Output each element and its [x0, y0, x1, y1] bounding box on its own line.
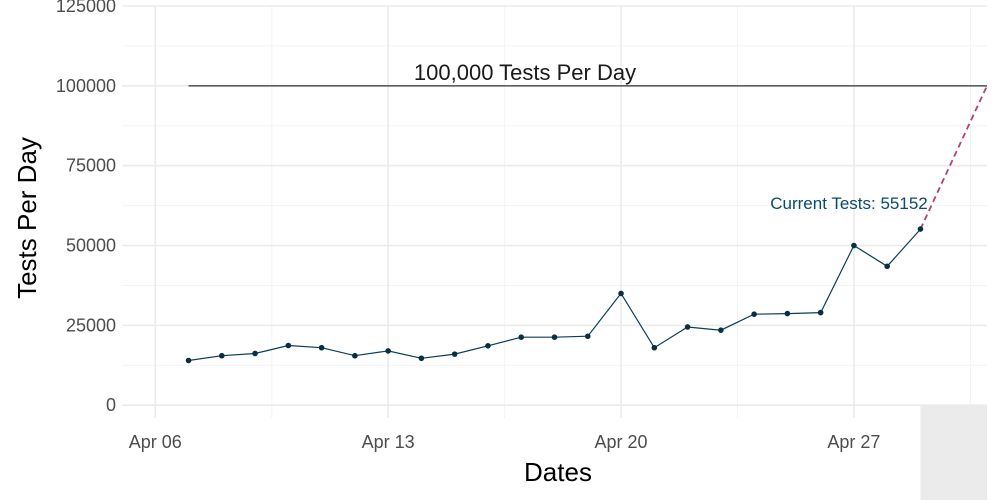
shaded-region-layer [920, 405, 987, 500]
x-tick-labels: Apr 06 Apr 13 Apr 20 Apr 27 [129, 432, 881, 452]
data-point [485, 343, 491, 349]
data-point [518, 334, 525, 340]
data-point [584, 333, 591, 340]
series-layer [188, 85, 988, 362]
data-point [784, 310, 791, 317]
data-point [451, 351, 458, 357]
data-point [352, 352, 358, 359]
data-point [651, 344, 658, 351]
data-point [185, 357, 192, 364]
y-tick-label: 0 [106, 395, 116, 415]
target-annotation: 100,000 Tests Per Day [414, 60, 636, 85]
y-tick-label: 75000 [66, 156, 116, 176]
y-tick-label: 125000 [56, 0, 116, 16]
y-tick-label: 50000 [66, 236, 116, 256]
data-point [418, 355, 425, 362]
data-point [618, 290, 624, 297]
data-point [851, 242, 857, 249]
current-tests-annotation: Current Tests: 55152 [770, 194, 928, 213]
y-tick-label: 100000 [56, 76, 116, 96]
data-point [385, 348, 391, 354]
y-axis-title: Tests Per Day [12, 137, 42, 299]
y-tick-label: 25000 [66, 315, 116, 335]
data-point [252, 350, 258, 357]
data-point [718, 327, 724, 333]
data-point [551, 334, 558, 340]
data-point [884, 263, 890, 270]
y-tick-labels: 0 25000 50000 75000 100000 125000 [56, 0, 116, 415]
data-point [318, 344, 325, 351]
projection-shaded-region [920, 405, 987, 500]
x-tick-label: Apr 20 [595, 432, 648, 452]
annotation-layer: 100,000 Tests Per Day Current Tests: 551… [414, 60, 928, 213]
x-axis-title: Dates [524, 457, 592, 487]
point-layer [185, 226, 924, 364]
data-point [219, 352, 225, 359]
data-point [684, 324, 691, 330]
data-point [751, 311, 757, 318]
projection-line [919, 85, 988, 230]
data-point [917, 226, 924, 232]
tests-series-line [188, 228, 921, 362]
data-point [817, 309, 824, 316]
grid-minor [122, 6, 987, 418]
x-tick-label: Apr 06 [129, 432, 182, 452]
x-tick-label: Apr 27 [827, 432, 880, 452]
data-point [285, 342, 292, 349]
x-tick-label: Apr 13 [362, 432, 415, 452]
